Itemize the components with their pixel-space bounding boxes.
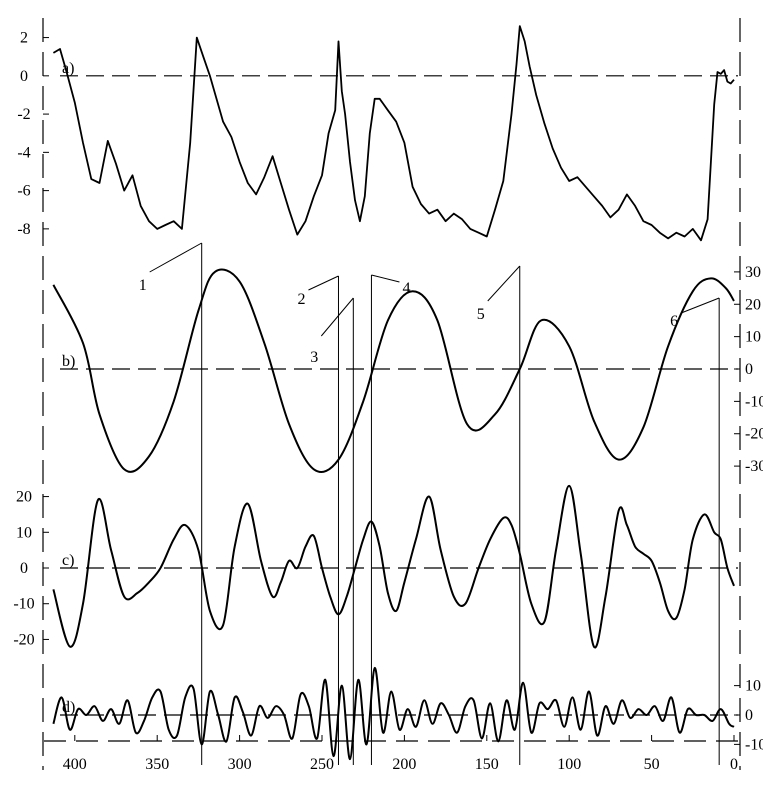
series-line-panel-3 (52, 484, 735, 649)
y-tick-label: -4 (17, 144, 30, 161)
panel-label: c) (62, 552, 74, 569)
y-tick-label: 2 (20, 30, 28, 47)
y-tick-label: 0 (20, 560, 28, 577)
series-line-panel-4 (52, 666, 735, 761)
event-label-2: 2 (297, 291, 305, 308)
y-tick-label: 10 (16, 524, 32, 541)
y-tick-label: 0 (745, 707, 753, 724)
y-tick-label: 0 (745, 361, 753, 378)
y-tick-label: -30 (745, 458, 763, 475)
event-label-6: 6 (670, 313, 678, 330)
y-tick-label: 20 (745, 296, 761, 313)
event-leader-4 (371, 274, 400, 283)
event-label-1: 1 (139, 277, 147, 294)
y-tick-label: -10 (745, 736, 763, 753)
series-layer (52, 25, 735, 761)
y-tick-label: -20 (13, 631, 34, 648)
series-line-panel-1 (52, 25, 735, 242)
event-leader-2 (308, 275, 339, 291)
event-label-4: 4 (402, 280, 410, 297)
panel-label: d) (62, 699, 75, 716)
event-leader-1 (149, 242, 202, 273)
y-tick-label: -6 (17, 183, 30, 200)
y-tick-label: -2 (17, 106, 30, 123)
x-tick-label: 400 (63, 756, 87, 773)
x-tick-label: 100 (557, 756, 581, 773)
event-label-3: 3 (310, 349, 318, 366)
x-tick-label: 300 (228, 756, 252, 773)
x-tick-label: 50 (644, 756, 660, 773)
event-markers (149, 242, 720, 765)
event-leader-5 (487, 265, 521, 302)
y-tick-label: 20 (16, 489, 32, 506)
y-tick-label: -20 (745, 426, 763, 443)
y-tick-label: -8 (17, 221, 30, 238)
x-tick-label: 0 (730, 756, 738, 773)
event-leader-6 (680, 297, 720, 314)
y-tick-label: 10 (745, 678, 761, 695)
series-line-panel-2 (52, 268, 735, 473)
y-tick-label: -10 (13, 596, 34, 613)
panel-label: a) (62, 60, 74, 77)
y-tick-label: 10 (745, 329, 761, 346)
x-tick-label: 150 (475, 756, 499, 773)
y-tick-label: 30 (745, 264, 761, 281)
x-tick-label: 350 (145, 756, 169, 773)
y-tick-label: -10 (745, 393, 763, 410)
panel-label: b) (62, 353, 75, 370)
axes (42, 18, 741, 770)
labels-layer: 400 350 300 250 200 150 100 50 0a)20-2-4-6-8b)30… (13, 30, 763, 773)
event-leader-3 (320, 297, 354, 337)
event-label-5: 5 (477, 306, 485, 323)
y-tick-label: 0 (20, 68, 28, 85)
zero-reference-lines (60, 75, 738, 716)
x-tick-label: 250 (310, 756, 334, 773)
x-tick-label: 200 (392, 756, 416, 773)
